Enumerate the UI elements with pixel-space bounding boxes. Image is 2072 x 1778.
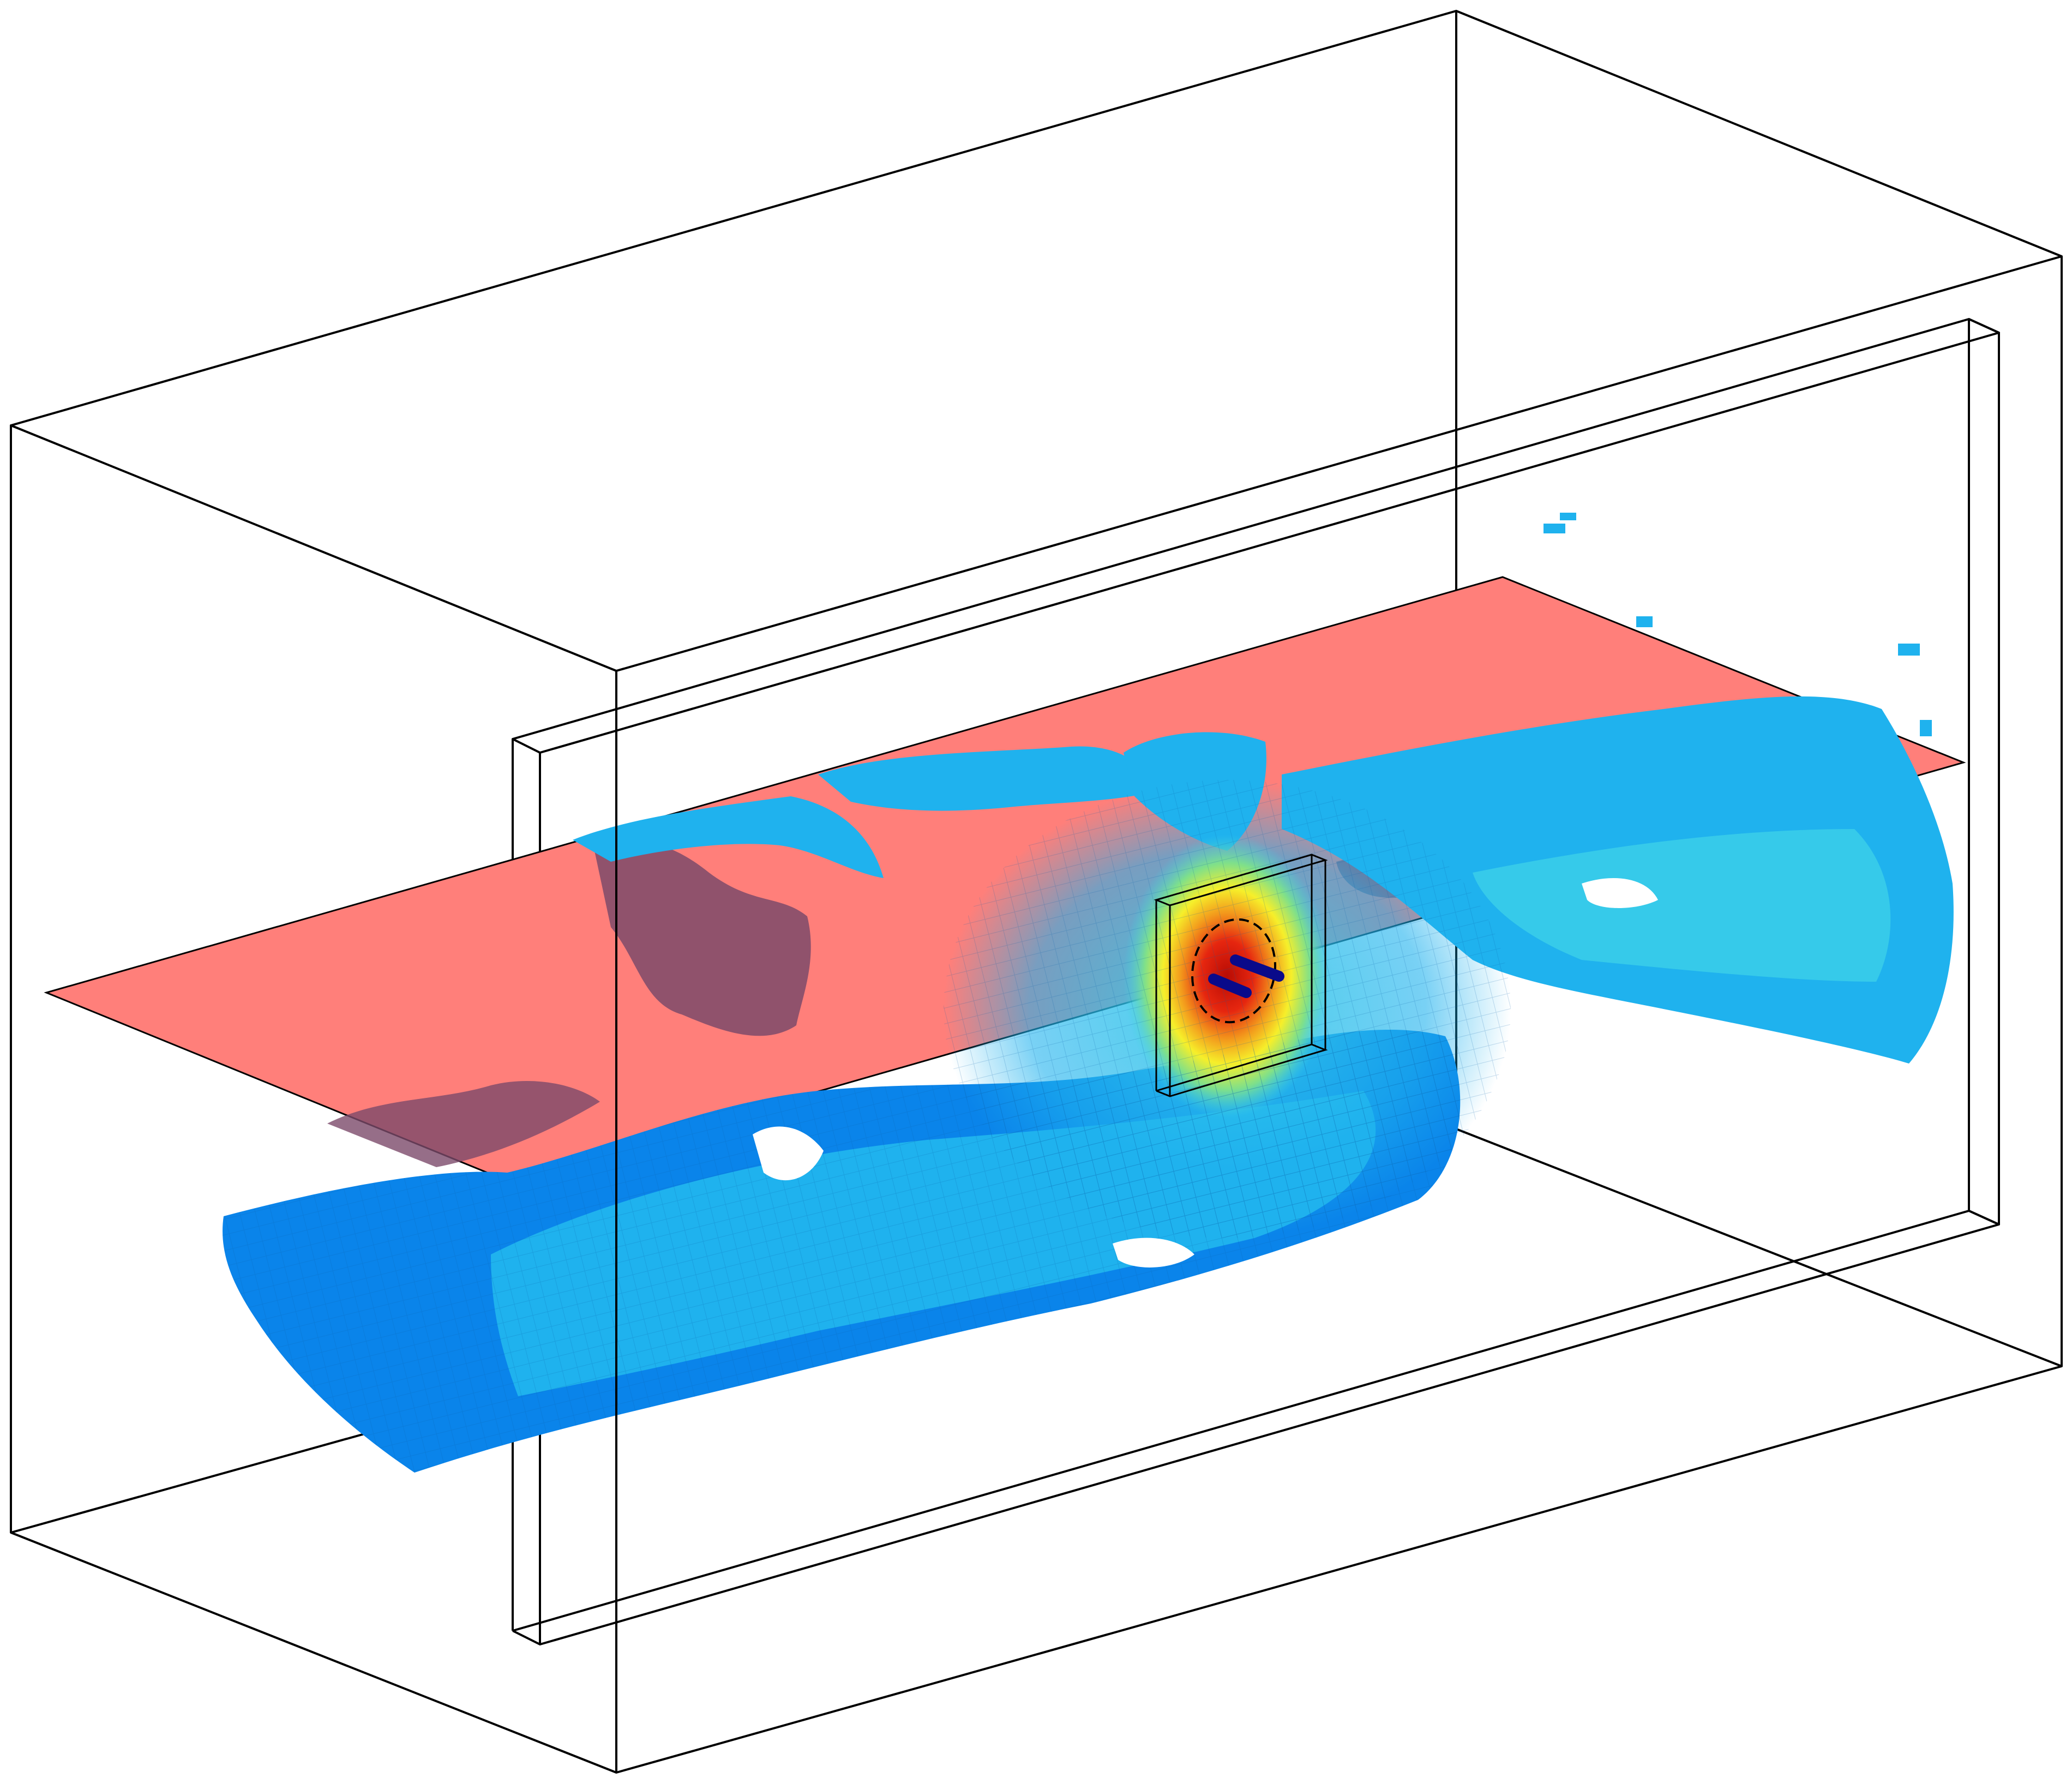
concentration-plume xyxy=(223,513,1954,1473)
source-box xyxy=(1154,854,1328,1097)
outer-domain-box-front xyxy=(10,255,2063,1774)
source-rods xyxy=(1208,954,1284,998)
